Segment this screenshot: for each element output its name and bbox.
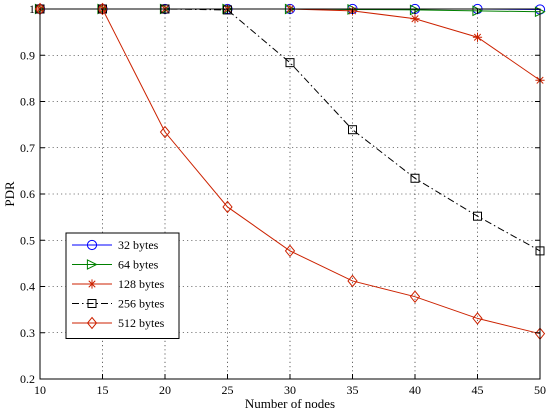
- y-tick-label: 1: [29, 2, 35, 16]
- legend-marker: [87, 279, 97, 289]
- y-tick-label: 0.7: [20, 141, 35, 155]
- legend-box: [65, 232, 180, 339]
- y-tick-label: 0.6: [20, 187, 35, 201]
- y-tick-label: 0.9: [20, 48, 35, 62]
- axis-ticks: 10 15 20 25 30 35 40 45 50 0.2 0.3 0.4 0.5 0.6 0.7 0.8 0…: [20, 2, 546, 397]
- y-tick-label: 0.3: [20, 326, 35, 340]
- y-axis-title: PDR: [2, 181, 17, 207]
- x-tick-label: 10: [34, 383, 46, 397]
- legend-item: 256 bytes: [72, 297, 165, 311]
- data-point: [97, 2, 108, 16]
- series-512-bytes: [34, 2, 546, 340]
- legend-label: 128 bytes: [118, 277, 165, 291]
- data-point: [222, 200, 233, 214]
- legend-label: 32 bytes: [118, 238, 159, 252]
- y-tick-label: 0.8: [20, 95, 35, 109]
- x-axis-title: Number of nodes: [245, 396, 335, 411]
- data-point: [285, 58, 295, 68]
- x-tick-label: 35: [347, 383, 359, 397]
- series-256-bytes: [35, 4, 545, 256]
- legend-marker: [86, 316, 98, 330]
- x-tick-label: 25: [222, 383, 234, 397]
- legend-item: 32 bytes: [72, 238, 159, 252]
- data-point: [410, 14, 420, 24]
- legend-marker: [86, 239, 98, 251]
- legend-marker: [87, 299, 97, 308]
- x-tick-label: 15: [97, 383, 109, 397]
- legend-label: 512 bytes: [118, 316, 165, 330]
- grid-lines: [40, 9, 540, 379]
- legend-item: 64 bytes: [72, 258, 159, 272]
- series-line: [40, 8, 541, 81]
- y-tick-label: 0.5: [20, 233, 35, 247]
- data-point: [472, 32, 483, 42]
- y-tick-label: 0.4: [20, 280, 35, 294]
- data-point: [473, 211, 482, 221]
- data-point: [410, 173, 420, 183]
- data-point: [159, 125, 171, 139]
- legend-item: 512 bytes: [72, 316, 165, 330]
- series-line: [40, 8, 541, 335]
- legend-label: 256 bytes: [118, 297, 165, 311]
- y-tick-label: 0.2: [20, 372, 35, 386]
- x-tick-label: 45: [472, 383, 484, 397]
- data-point: [348, 125, 357, 135]
- x-tick-label: 40: [409, 383, 421, 397]
- series-line: [40, 8, 541, 252]
- data-point: [347, 274, 358, 288]
- x-tick-label: 30: [284, 383, 296, 397]
- legend-label: 64 bytes: [118, 258, 159, 272]
- legend-marker: [86, 259, 98, 270]
- data-point: [284, 244, 296, 258]
- data-point: [409, 290, 421, 303]
- data-point: [472, 312, 483, 325]
- x-tick-label: 50: [534, 383, 546, 397]
- legend: 32 bytes 64 bytes 128 bytes 256 bytes 512 by…: [65, 232, 180, 339]
- legend-item: 128 bytes: [72, 277, 165, 291]
- x-tick-label: 20: [159, 383, 171, 397]
